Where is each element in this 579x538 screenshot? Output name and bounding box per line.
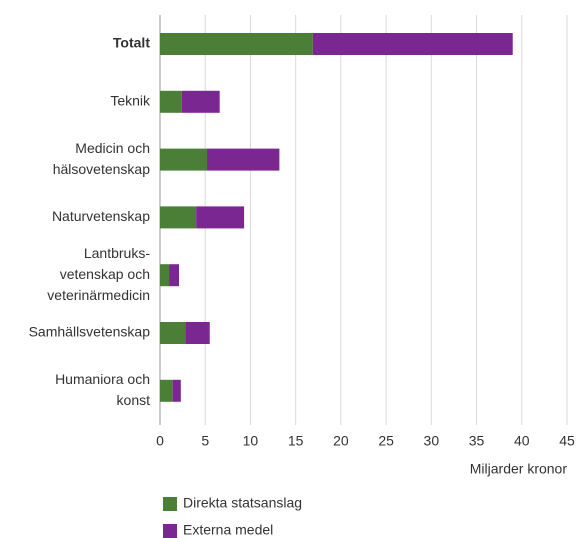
bar-segment xyxy=(160,90,182,113)
y-tick-label: Samhällsvetenskap xyxy=(29,324,151,340)
legend-swatch xyxy=(163,497,177,511)
x-tick-label: 20 xyxy=(333,433,349,449)
bar-segment xyxy=(160,148,208,171)
bar-segment xyxy=(207,148,280,171)
y-tick-label: Totalt xyxy=(113,35,150,51)
y-tick-label: Naturvetenskap xyxy=(52,208,150,224)
bar-segment xyxy=(160,33,313,55)
y-tick-label: vetenskap och xyxy=(60,266,150,282)
y-tick-label: hälsovetenskap xyxy=(53,161,151,177)
x-tick-label: 5 xyxy=(201,433,209,449)
bar-segment xyxy=(160,264,170,287)
bar-segment xyxy=(181,90,220,113)
bar-segment xyxy=(185,322,210,344)
bar-segment xyxy=(169,264,179,287)
y-tick-label: Teknik xyxy=(110,93,151,109)
bar-segment xyxy=(160,379,173,402)
y-tick-label: Humaniora och xyxy=(55,371,150,387)
bar-segment xyxy=(160,322,186,344)
bar-segment xyxy=(160,206,197,229)
x-tick-label: 10 xyxy=(243,433,259,449)
bar-segment xyxy=(172,379,181,402)
x-tick-label: 30 xyxy=(424,433,440,449)
x-tick-label: 25 xyxy=(378,433,394,449)
bar-segment xyxy=(196,206,245,229)
legend-label: Externa medel xyxy=(183,522,273,538)
x-tick-label: 0 xyxy=(156,433,164,449)
x-tick-label: 15 xyxy=(288,433,304,449)
x-tick-label: 40 xyxy=(514,433,530,449)
bar-segment xyxy=(312,33,513,55)
y-tick-label: Lantbruks- xyxy=(84,245,150,261)
y-tick-label: Medicin och xyxy=(75,140,150,156)
x-axis-label: Miljarder kronor xyxy=(470,461,568,477)
legend-swatch xyxy=(163,524,177,538)
legend-label: Direkta statsanslag xyxy=(183,495,302,511)
y-tick-label: konst xyxy=(117,392,151,408)
x-tick-label: 45 xyxy=(559,433,575,449)
x-tick-label: 35 xyxy=(469,433,485,449)
y-tick-label: veterinärmedicin xyxy=(47,287,150,303)
